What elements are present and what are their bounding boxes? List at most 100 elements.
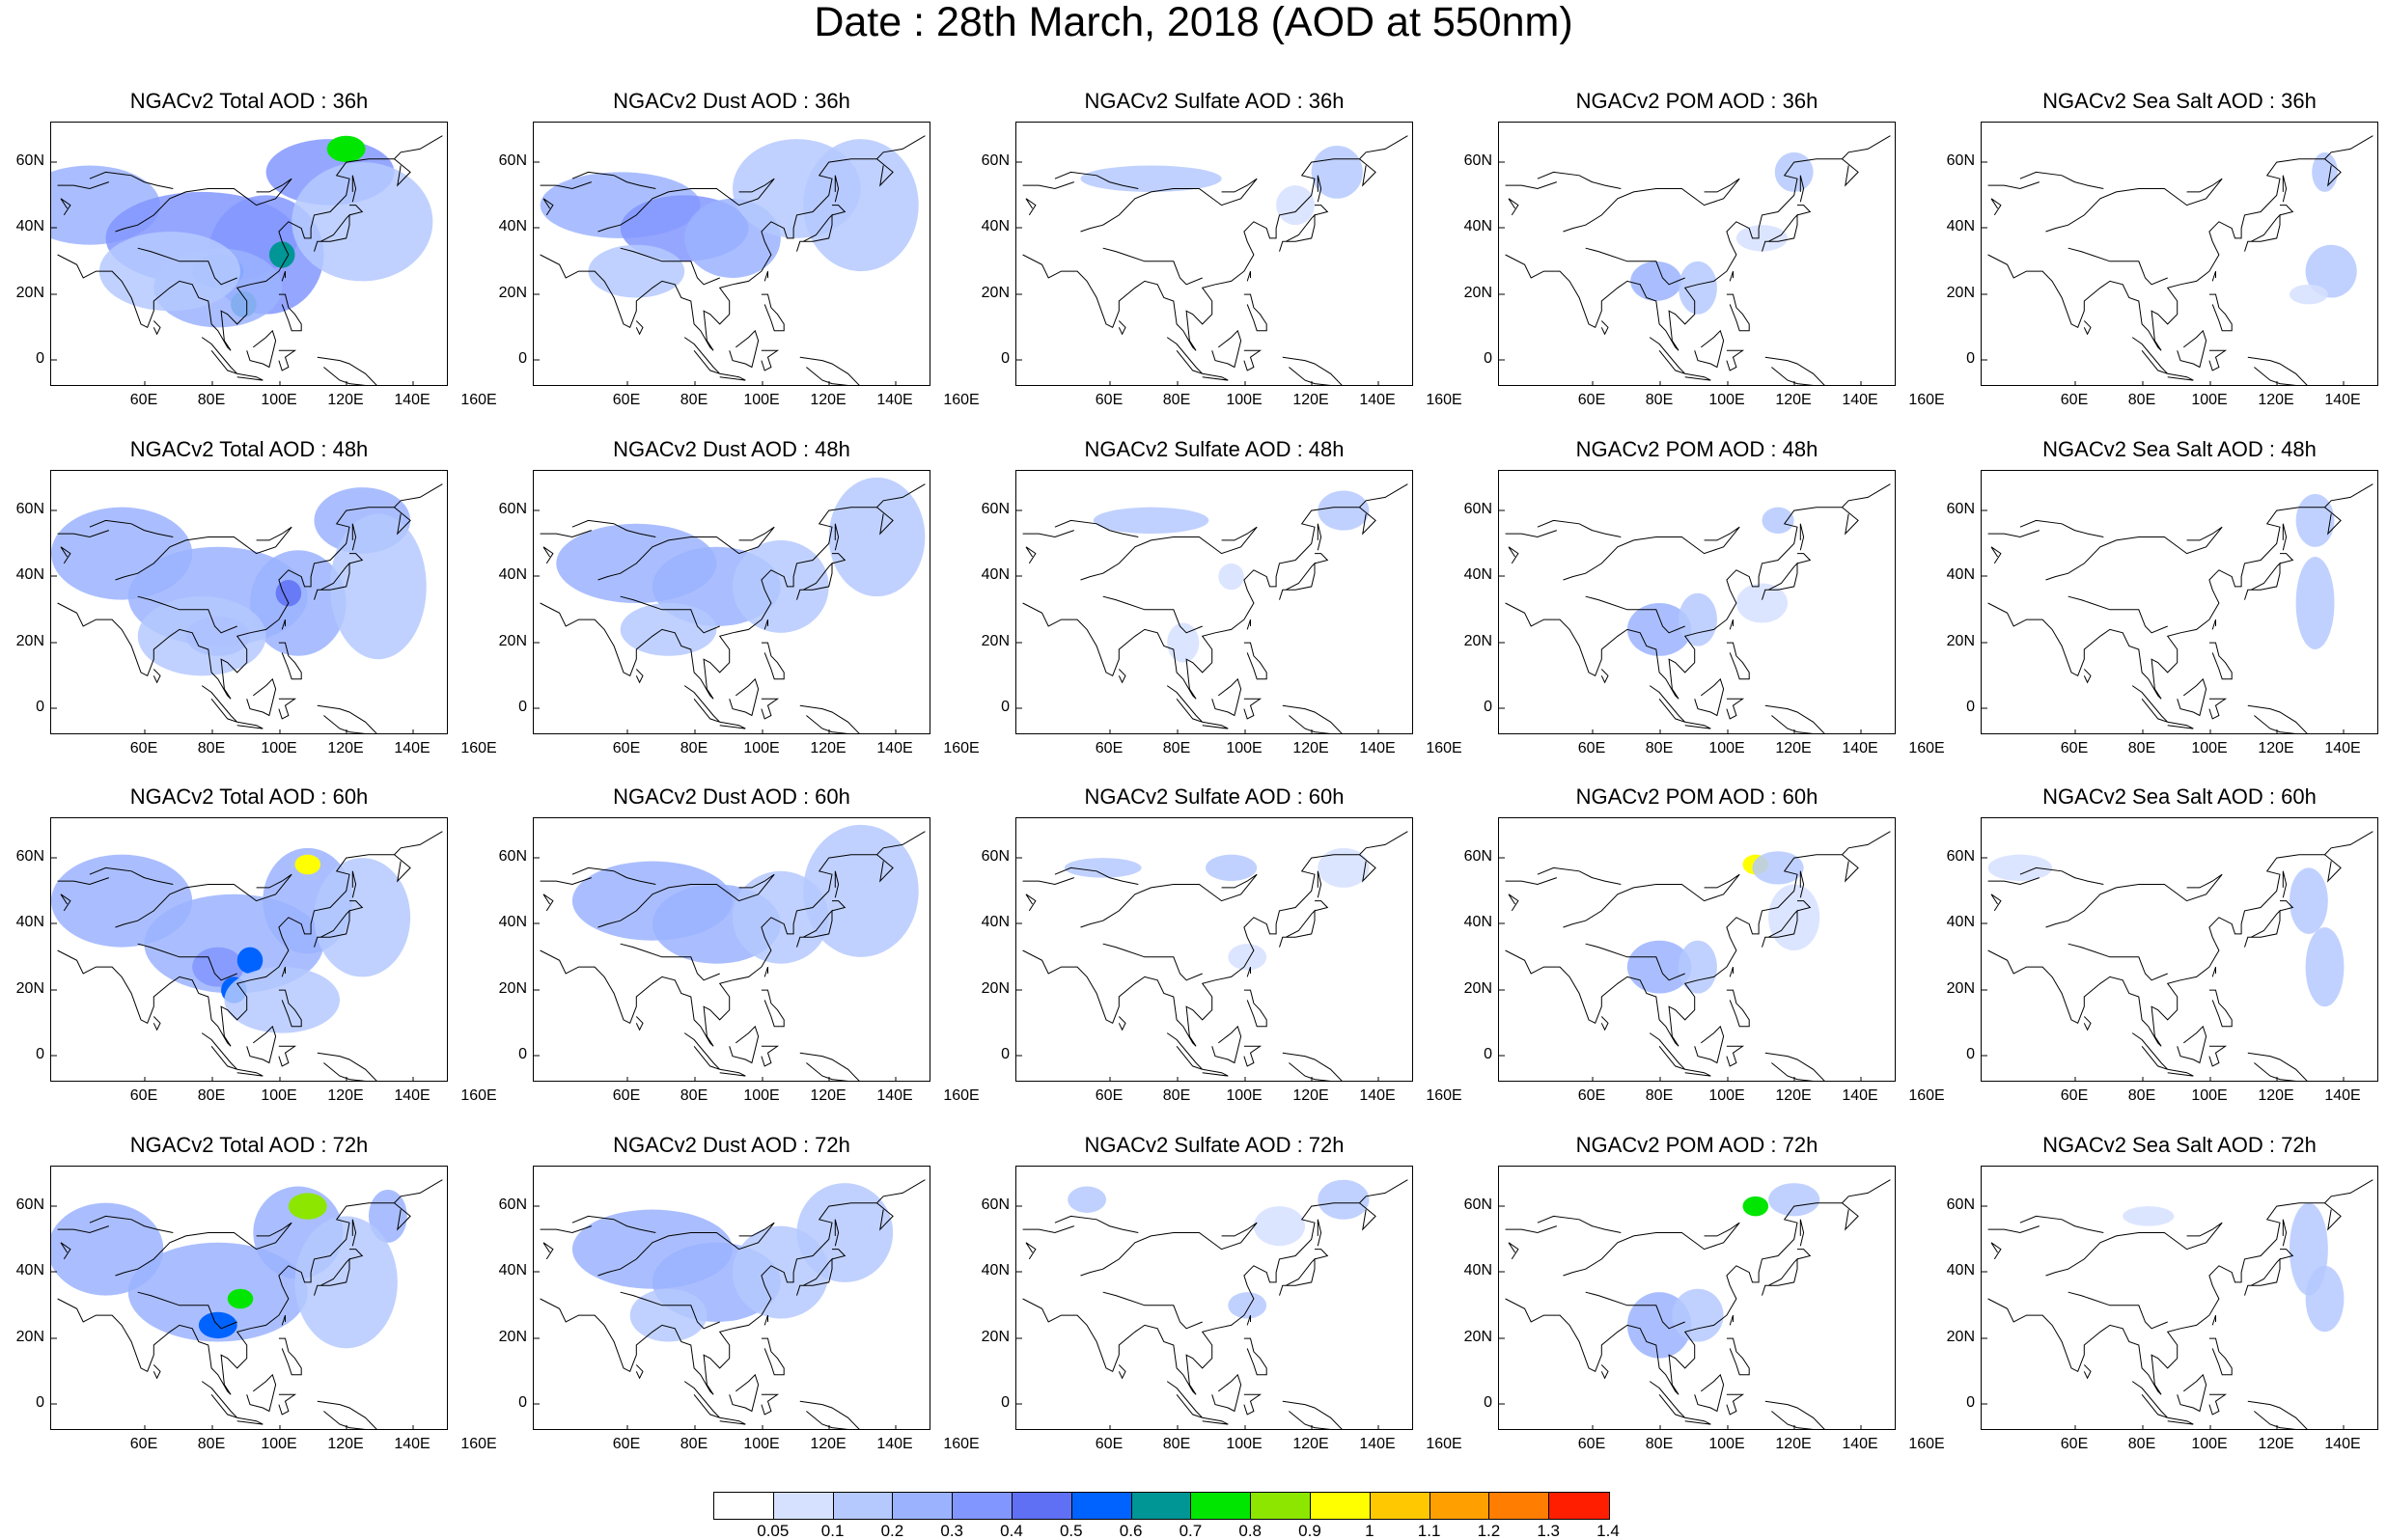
- panel-title: NGACv2 POM AOD : 60h: [1575, 784, 1818, 809]
- coastline: [1022, 483, 1408, 700]
- lat-tick-label: 40N: [15, 218, 44, 234]
- coastline: [153, 669, 161, 684]
- coastline: [542, 894, 554, 912]
- coastline: [1508, 1242, 1519, 1260]
- lon-tick-label: 80E: [2127, 1087, 2156, 1104]
- coastline: [763, 619, 768, 630]
- lon-tick-label: 60E: [1577, 1087, 1606, 1104]
- lon-tick-label: 60E: [1577, 392, 1606, 408]
- coastline: [2208, 1337, 2233, 1376]
- coastline: [394, 1202, 411, 1231]
- lon-tick-label: 120E: [810, 1087, 847, 1104]
- lon-tick-label: 120E: [2258, 392, 2294, 408]
- lat-tick-label: 0: [36, 1046, 44, 1062]
- coastline: [1025, 894, 1037, 912]
- lat-tick-label: 60N: [981, 152, 1010, 169]
- lat-tick-label: 20N: [15, 1329, 44, 1345]
- coastline: [1279, 909, 1316, 948]
- coastline: [153, 320, 161, 336]
- coastline: [2244, 1257, 2281, 1296]
- lat-tick-label: 0: [518, 699, 527, 715]
- coastline: [799, 1052, 860, 1081]
- coastline: [1505, 483, 1891, 700]
- aod-field: [51, 831, 443, 1081]
- aod-field: [1499, 831, 1891, 1081]
- coastline: [351, 523, 357, 551]
- aod-region: [1735, 583, 1789, 623]
- coastline: [1799, 175, 1805, 203]
- coastline: [1505, 135, 1891, 351]
- coastline: [1022, 1179, 1408, 1395]
- map-panel-pom-48h: [1498, 470, 1896, 734]
- coastline: [246, 329, 277, 369]
- lat-tick-label: 40N: [1946, 914, 1975, 930]
- lat-tick-label: 40N: [1946, 566, 1975, 583]
- coastline: [719, 1068, 746, 1077]
- lat-tick-label: 40N: [1463, 1262, 1492, 1279]
- coastline: [2279, 1249, 2294, 1260]
- lat-tick-label: 40N: [498, 914, 527, 930]
- coastline: [246, 1373, 277, 1413]
- coastline: [394, 158, 411, 187]
- aod-region: [1228, 944, 1267, 971]
- lat-tick-label: 60N: [1463, 501, 1492, 517]
- coastline: [761, 293, 785, 332]
- lon-tick-label: 100E: [2191, 392, 2228, 408]
- lat-tick-label: 20N: [981, 980, 1010, 997]
- coastline: [1764, 356, 1825, 385]
- coastline: [1987, 135, 2373, 351]
- lat-tick-label: 40N: [498, 566, 527, 583]
- lon-tick-label: 120E: [327, 740, 364, 756]
- map-panel-dust-72h: [533, 1166, 930, 1430]
- aod-field: [1982, 483, 2373, 733]
- coastline: [540, 831, 926, 1047]
- lat-tick-label: 40N: [15, 914, 44, 930]
- aod-region: [224, 967, 341, 1033]
- coastline: [834, 175, 840, 203]
- coastline: [1282, 1400, 1343, 1429]
- coastline: [1080, 873, 1258, 928]
- aod-region: [1626, 940, 1692, 994]
- lat-tick-label: 40N: [1463, 566, 1492, 583]
- panel-title: NGACv2 Sea Salt AOD : 36h: [2042, 89, 2317, 113]
- coastline: [281, 1314, 286, 1326]
- coastline: [796, 1257, 833, 1296]
- coastline: [1799, 523, 1805, 551]
- coastline: [2211, 966, 2216, 977]
- coastline: [2211, 1314, 2216, 1326]
- coastline: [246, 677, 277, 717]
- coastline: [834, 523, 840, 551]
- coastline: [1279, 1257, 1316, 1296]
- aod-region: [314, 858, 411, 977]
- coastline: [1118, 669, 1126, 684]
- coastline: [719, 1416, 746, 1425]
- coastline: [1649, 685, 1686, 723]
- lon-tick-label: 60E: [1095, 392, 1124, 408]
- lat-tick-label: 40N: [1946, 1262, 1975, 1279]
- lon-tick-label: 60E: [612, 1087, 641, 1104]
- coastline: [278, 642, 302, 680]
- coastline: [1102, 595, 1203, 634]
- coastline: [57, 530, 109, 538]
- coastline: [314, 213, 350, 252]
- coastline: [597, 873, 775, 928]
- coastline: [1726, 1337, 1750, 1376]
- map-panel-seasalt-72h: [1981, 1166, 2378, 1430]
- coastline: [1025, 546, 1037, 564]
- coastline: [394, 507, 411, 536]
- panel-title: NGACv2 Total AOD : 72h: [129, 1133, 369, 1157]
- coastline: [683, 1032, 721, 1070]
- lat-tick-label: 20N: [981, 285, 1010, 301]
- coastline: [278, 698, 297, 720]
- aod-region: [828, 477, 926, 597]
- coastline: [137, 247, 237, 286]
- colorbar-label: 0.2: [880, 1522, 904, 1540]
- panel-title: NGACv2 Total AOD : 60h: [129, 784, 369, 809]
- coastline: [2131, 1032, 2169, 1070]
- lat-tick-label: 40N: [498, 1262, 527, 1279]
- coastline: [2211, 270, 2216, 282]
- coastline: [2208, 698, 2228, 720]
- lon-tick-label: 100E: [1226, 1436, 1263, 1452]
- coastline: [763, 270, 768, 282]
- lon-tick-label: 80E: [1645, 392, 1674, 408]
